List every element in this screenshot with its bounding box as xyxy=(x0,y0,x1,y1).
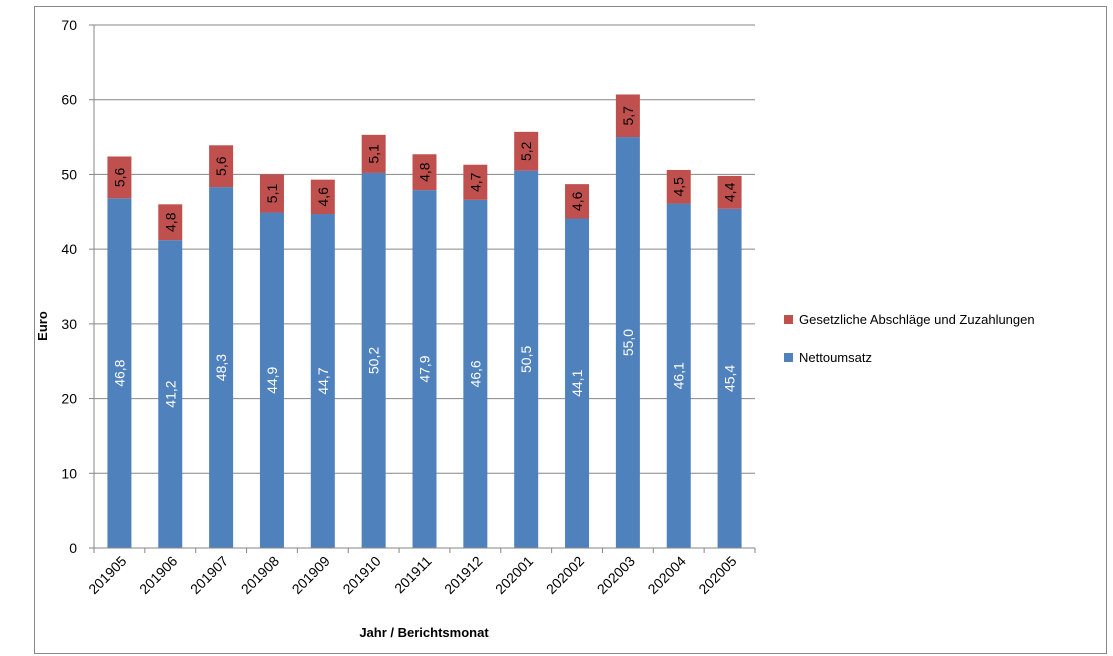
x-tick-label: 201908 xyxy=(238,553,282,597)
x-tick-label: 201909 xyxy=(289,553,333,597)
bar-nettoumsatz xyxy=(412,190,437,548)
bar-nettoumsatz xyxy=(666,203,691,548)
bar-abschlaege xyxy=(412,154,437,191)
legend-item-abschlaege: Gesetzliche Abschläge und Zuzahlungen xyxy=(784,310,1035,328)
legend-item-nettoumsatz: Nettoumsatz xyxy=(784,348,1035,366)
data-label-abschlaege: 4,6 xyxy=(315,187,331,207)
y-tick-label: 40 xyxy=(61,241,77,257)
y-axis-label: Euro xyxy=(35,311,50,341)
bar-abschlaege xyxy=(565,184,590,219)
data-label-nettoumsatz: 41,2 xyxy=(162,380,178,407)
gridlines xyxy=(94,24,755,474)
data-label-abschlaege: 4,4 xyxy=(722,182,738,202)
data-label-nettoumsatz: 45,4 xyxy=(722,365,738,392)
data-label-abschlaege: 4,7 xyxy=(467,172,483,192)
data-label-nettoumsatz: 46,6 xyxy=(467,360,483,387)
y-tick-label: 20 xyxy=(61,391,77,407)
x-tick-label: 201906 xyxy=(136,553,180,597)
data-label-nettoumsatz: 44,7 xyxy=(315,367,331,394)
data-label-abschlaege: 5,7 xyxy=(620,106,636,126)
data-label-abschlaege: 4,8 xyxy=(417,162,433,182)
bar-nettoumsatz xyxy=(361,172,386,549)
y-tick-label: 10 xyxy=(61,465,77,481)
bar-nettoumsatz xyxy=(565,218,590,548)
bars: 46,8 5,6 41,2 4,8 48,3 5,6 44,9 5,1 44,7 4,6 50,2 5… xyxy=(107,94,742,549)
x-tick-label: 201910 xyxy=(339,553,383,597)
data-label-abschlaege: 4,5 xyxy=(671,177,687,197)
legend-label-abschlaege: Gesetzliche Abschläge und Zuzahlungen xyxy=(799,311,1035,327)
bar-nettoumsatz xyxy=(107,198,132,548)
legend-swatch-abschlaege xyxy=(784,314,793,324)
bar-abschlaege xyxy=(361,134,386,173)
bar-abschlaege xyxy=(463,164,488,200)
bar-nettoumsatz xyxy=(209,187,234,548)
legend-label-nettoumsatz: Nettoumsatz xyxy=(799,349,872,365)
bar-abschlaege xyxy=(514,131,539,171)
data-label-nettoumsatz: 48,3 xyxy=(213,354,229,381)
bar-abschlaege xyxy=(615,94,640,138)
data-label-nettoumsatz: 50,5 xyxy=(518,346,534,373)
bar-abschlaege xyxy=(209,145,234,188)
y-tick-label: 30 xyxy=(61,316,77,332)
x-tick-label: 201911 xyxy=(391,553,435,597)
bar-abschlaege xyxy=(259,174,284,213)
x-tick-label: 202003 xyxy=(594,553,638,597)
data-label-nettoumsatz: 44,9 xyxy=(264,366,280,393)
x-axis-label: Jahr / Berichtsmonat xyxy=(359,625,489,640)
data-label-nettoumsatz: 55,0 xyxy=(620,329,636,356)
data-label-nettoumsatz: 50,2 xyxy=(366,347,382,374)
bar-nettoumsatz xyxy=(514,170,539,548)
data-label-abschlaege: 5,1 xyxy=(366,144,382,164)
bar-nettoumsatz xyxy=(158,240,183,549)
bar-nettoumsatz xyxy=(310,214,335,548)
data-label-nettoumsatz: 46,8 xyxy=(111,359,127,386)
data-label-nettoumsatz: 44,1 xyxy=(569,369,585,396)
bar-nettoumsatz xyxy=(463,199,488,548)
x-tick-label: 201905 xyxy=(85,553,129,597)
bar-nettoumsatz xyxy=(615,137,640,549)
bar-nettoumsatz xyxy=(717,208,742,548)
data-label-abschlaege: 5,1 xyxy=(264,184,280,204)
data-label-nettoumsatz: 46,1 xyxy=(671,362,687,389)
bar-abschlaege xyxy=(666,169,691,204)
bar-abschlaege xyxy=(310,179,335,215)
x-tick-label: 202001 xyxy=(492,553,536,597)
y-tick-label: 0 xyxy=(69,540,77,556)
bar-nettoumsatz xyxy=(259,212,284,549)
data-label-abschlaege: 5,2 xyxy=(518,141,534,161)
legend: Gesetzliche Abschläge und Zuzahlungen Ne… xyxy=(784,310,1035,386)
data-label-abschlaege: 5,6 xyxy=(213,156,229,176)
x-tick-label: 202005 xyxy=(695,553,739,597)
bar-abschlaege xyxy=(717,175,742,209)
data-label-abschlaege: 4,8 xyxy=(162,212,178,232)
x-tick-label: 201907 xyxy=(187,553,231,597)
data-label-abschlaege: 5,6 xyxy=(111,167,127,187)
data-label-abschlaege: 4,6 xyxy=(569,191,585,211)
y-tick-label: 60 xyxy=(61,92,77,108)
x-tick-label: 201912 xyxy=(441,553,485,597)
data-label-nettoumsatz: 47,9 xyxy=(417,355,433,382)
x-tick-label: 202004 xyxy=(645,553,689,597)
x-tick-label: 202002 xyxy=(543,553,587,597)
chart-frame xyxy=(34,6,1107,654)
y-tick-label: 70 xyxy=(61,17,77,33)
legend-swatch-nettoumsatz xyxy=(784,352,793,362)
bar-abschlaege xyxy=(158,204,183,241)
bar-abschlaege xyxy=(107,156,132,199)
y-tick-label: 50 xyxy=(61,166,77,182)
